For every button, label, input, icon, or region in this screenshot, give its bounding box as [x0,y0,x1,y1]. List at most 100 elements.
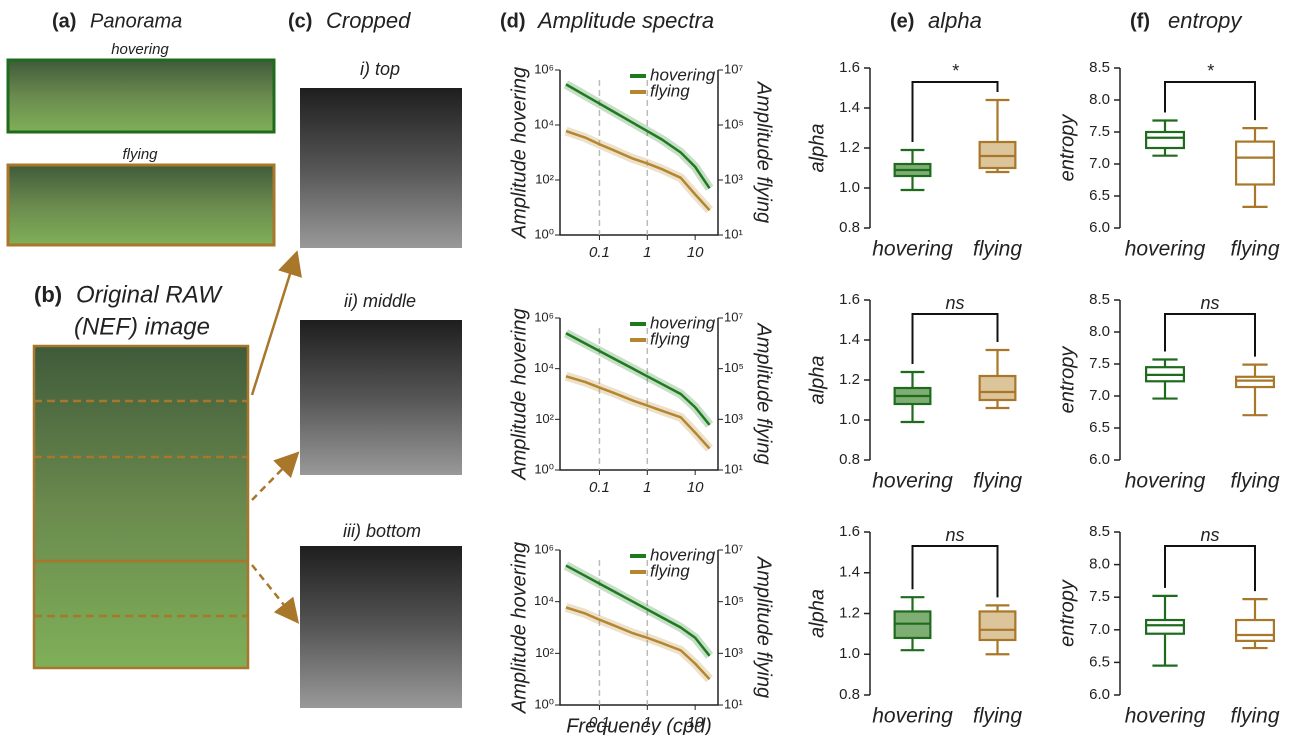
y-tick-label: 8.0 [1089,556,1110,573]
y-axis-label: alpha [806,589,828,638]
series-band [564,126,713,214]
y2-tick-label: 10⁷ [724,61,743,76]
y-axis-label: entropy [1056,579,1078,647]
x-tick-label: 0.1 [589,714,610,731]
y2-axis-label: Amplitude flying [753,556,775,698]
y-axis-label: Amplitude hovering [508,67,530,239]
x-tick-label: hovering [1125,705,1206,728]
arrow [250,250,302,396]
significance-bracket [1164,81,1256,121]
y-tick-label: 1.4 [839,564,860,581]
significance-label: ns [1200,525,1219,545]
significance-bracket [911,313,999,364]
panel-tag: (c) [288,10,312,32]
arrow [251,564,300,624]
y2-tick-label: 10¹ [724,461,743,476]
x-tick-label: flying [1230,705,1279,728]
y-tick-label: 10² [535,171,554,186]
x-tick-label: 10 [687,244,704,261]
y-tick-label: 7.5 [1089,588,1110,605]
y-tick-label: 1.2 [839,604,860,621]
image-label: hovering [111,41,169,58]
y-tick-label: 1.6 [839,523,860,540]
y2-tick-label: 10⁵ [724,593,744,608]
image-label: ii) middle [344,291,416,311]
y-tick-label: 1.0 [839,179,860,196]
panel-tag: (f) [1130,10,1150,32]
panel-title: Cropped [326,8,411,33]
x-tick-label: flying [973,705,1022,728]
y-tick-label: 7.0 [1089,155,1110,172]
panel-title: Original RAW [76,281,223,308]
y-tick-label: 8.5 [1089,291,1110,308]
y-tick-label: 6.0 [1089,451,1110,468]
x-tick-label: hovering [1125,238,1206,261]
series-line [565,375,711,450]
x-tick-label: flying [1230,238,1279,261]
y-axis-label: alpha [806,124,828,173]
panel-title: (NEF) image [74,313,210,340]
series-line [565,129,711,212]
y2-tick-label: 10⁵ [724,360,744,375]
y2-tick-label: 10⁵ [724,116,744,131]
y-axis-label: entropy [1056,114,1078,182]
x-tick-label: hovering [872,238,953,261]
y-tick-label: 1.0 [839,411,860,428]
cropped-image [300,546,462,708]
cropped-image [300,320,462,475]
series-line [565,83,711,189]
y-tick-label: 8.5 [1089,59,1110,76]
panel-tag: (d) [500,10,526,32]
y-tick-label: 1.2 [839,139,860,156]
y2-tick-label: 10¹ [724,696,743,711]
box [1234,375,1275,389]
box [1234,618,1275,642]
x-tick-label: 10 [687,714,704,731]
series-line [565,332,711,426]
y2-tick-label: 10³ [724,645,743,660]
y-tick-label: 10² [535,411,554,426]
panel-tag: (a) [52,10,76,32]
panel-tag: (b) [34,282,62,307]
x-tick-label: 0.1 [589,479,610,496]
y-tick-label: 10⁶ [534,541,554,556]
y2-tick-label: 10³ [724,411,743,426]
panel-title: Panorama [90,10,182,32]
significance-label: ns [945,525,964,545]
y-tick-label: 10⁰ [534,226,554,241]
x-tick-label: 10 [687,479,704,496]
panel-title: alpha [928,8,982,33]
panel-title: Amplitude spectra [536,8,714,33]
box [978,610,1017,642]
y-tick-label: 0.8 [839,686,860,703]
x-tick-label: hovering [872,470,953,493]
x-tick-label: hovering [1125,470,1206,493]
y-tick-label: 1.6 [839,291,860,308]
image-label: i) top [360,59,400,79]
legend-label: hovering [650,545,716,564]
x-tick-label: flying [973,238,1022,261]
y-tick-label: 7.5 [1089,355,1110,372]
y2-tick-label: 10¹ [724,226,743,241]
significance-label: * [951,61,959,81]
y-tick-label: 0.8 [839,219,860,236]
x-tick-label: 0.1 [589,244,610,261]
x-axis-label: Frequency (cpd) [566,715,712,735]
y-tick-label: 6.5 [1089,653,1110,670]
y-tick-label: 1.0 [839,645,860,662]
box [1144,130,1185,150]
legend-label: flying [650,329,690,348]
y2-tick-label: 10⁷ [724,309,743,324]
panorama-hovering [6,58,276,134]
series-line [565,564,711,657]
y-axis-label: Amplitude hovering [508,308,530,480]
y-tick-label: 7.5 [1089,123,1110,140]
arrow [251,451,300,501]
significance-label: ns [1200,293,1219,313]
y-tick-label: 10⁶ [534,61,554,76]
panorama-flying [6,163,276,247]
panel-tag: (e) [890,10,914,32]
axis-line [559,550,719,706]
x-tick-label: hovering [872,705,953,728]
